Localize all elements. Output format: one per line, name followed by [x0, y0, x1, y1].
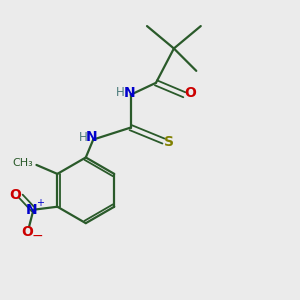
Text: O: O: [184, 86, 196, 100]
Text: N: N: [26, 203, 38, 217]
Text: H: H: [116, 86, 124, 99]
Text: H: H: [78, 131, 87, 144]
Text: +: +: [36, 198, 44, 208]
Text: O: O: [22, 225, 33, 239]
Text: O: O: [10, 188, 22, 202]
Text: N: N: [123, 86, 135, 100]
Text: CH₃: CH₃: [13, 158, 34, 168]
Text: S: S: [164, 135, 174, 149]
Text: N: N: [86, 130, 98, 145]
Text: −: −: [32, 228, 43, 242]
